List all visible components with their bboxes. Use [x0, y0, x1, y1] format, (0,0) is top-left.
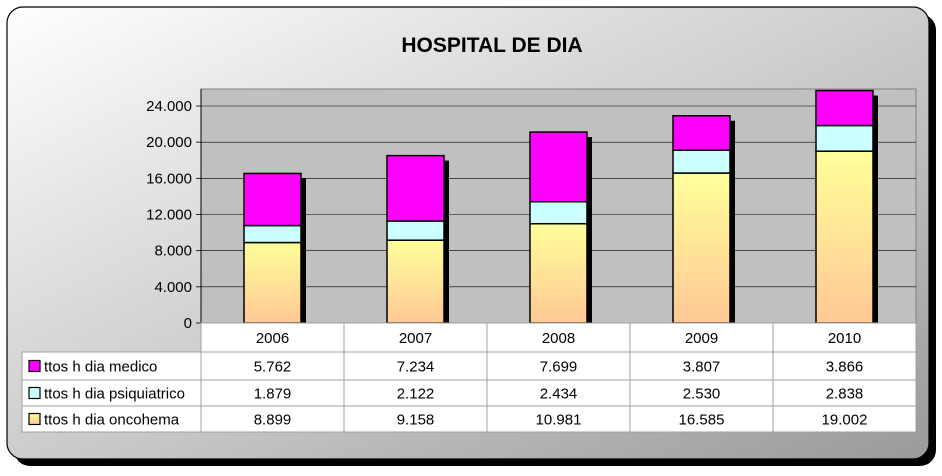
data-table-value: 1.879	[254, 386, 292, 403]
data-table-value: 2.530	[683, 386, 721, 403]
y-tick-label: 16.000	[146, 170, 192, 187]
bar-segment	[672, 114, 731, 151]
bar-segment	[243, 224, 302, 244]
bar-segment	[815, 150, 874, 324]
data-table-value: 2.838	[826, 386, 864, 403]
y-tick-label: 24.000	[146, 98, 192, 115]
bar-segment	[815, 89, 874, 127]
x-tick-label: 2008	[542, 330, 575, 347]
legend-swatch	[28, 386, 41, 400]
table-body	[21, 351, 917, 433]
x-tick-label: 2009	[685, 330, 718, 347]
data-table: 2006 2007 2008 2009 2010 ttos h dia medico 5.7…	[21, 322, 917, 433]
x-tick-label: 2007	[399, 330, 432, 347]
data-table-value: 9.158	[397, 412, 435, 429]
bar-segment	[672, 172, 731, 324]
data-table-value: 10.981	[536, 412, 582, 429]
x-tick-label: 2010	[828, 330, 861, 347]
bar-segment	[672, 149, 731, 174]
legend-label: ttos h dia oncohema	[44, 412, 180, 429]
data-table-value: 7.234	[397, 359, 435, 376]
bar-segment	[243, 241, 302, 324]
data-table-value: 3.866	[826, 359, 864, 376]
data-table-value: 5.762	[254, 359, 292, 376]
data-table-value: 8.899	[254, 412, 292, 429]
bar-segment	[243, 172, 302, 227]
data-table-value: 2.434	[540, 386, 578, 403]
y-tick-label: 4.000	[154, 279, 192, 296]
legend-label: ttos h dia psiquiatrico	[44, 386, 185, 403]
y-tick-label: 0	[184, 315, 192, 332]
y-axis-ticks: 0 4.000 8.000 12.000 16.000 20.000 24.000	[146, 89, 202, 332]
chart-title: HOSPITAL DE DIA	[401, 34, 582, 57]
bar-segment	[386, 154, 445, 222]
bar-segment	[386, 239, 445, 324]
legend-label: ttos h dia medico	[44, 359, 157, 376]
y-tick-label: 8.000	[154, 243, 192, 260]
bar-segment	[529, 131, 588, 203]
x-tick-label: 2006	[256, 330, 289, 347]
bar-segment	[386, 220, 445, 241]
bar-segment	[529, 222, 588, 324]
legend-swatch	[28, 412, 41, 426]
data-table-value: 19.002	[822, 412, 868, 429]
y-tick-label: 20.000	[146, 134, 192, 151]
data-table-value: 2.122	[397, 386, 435, 403]
y-tick-label: 12.000	[146, 207, 192, 224]
bar-segment	[815, 124, 874, 152]
bar-series	[243, 89, 878, 324]
legend-swatch	[28, 359, 41, 373]
data-table-value: 7.699	[540, 359, 578, 376]
bar-segment	[529, 200, 588, 225]
data-table-value: 3.807	[683, 359, 721, 376]
data-table-value: 16.585	[679, 412, 725, 429]
